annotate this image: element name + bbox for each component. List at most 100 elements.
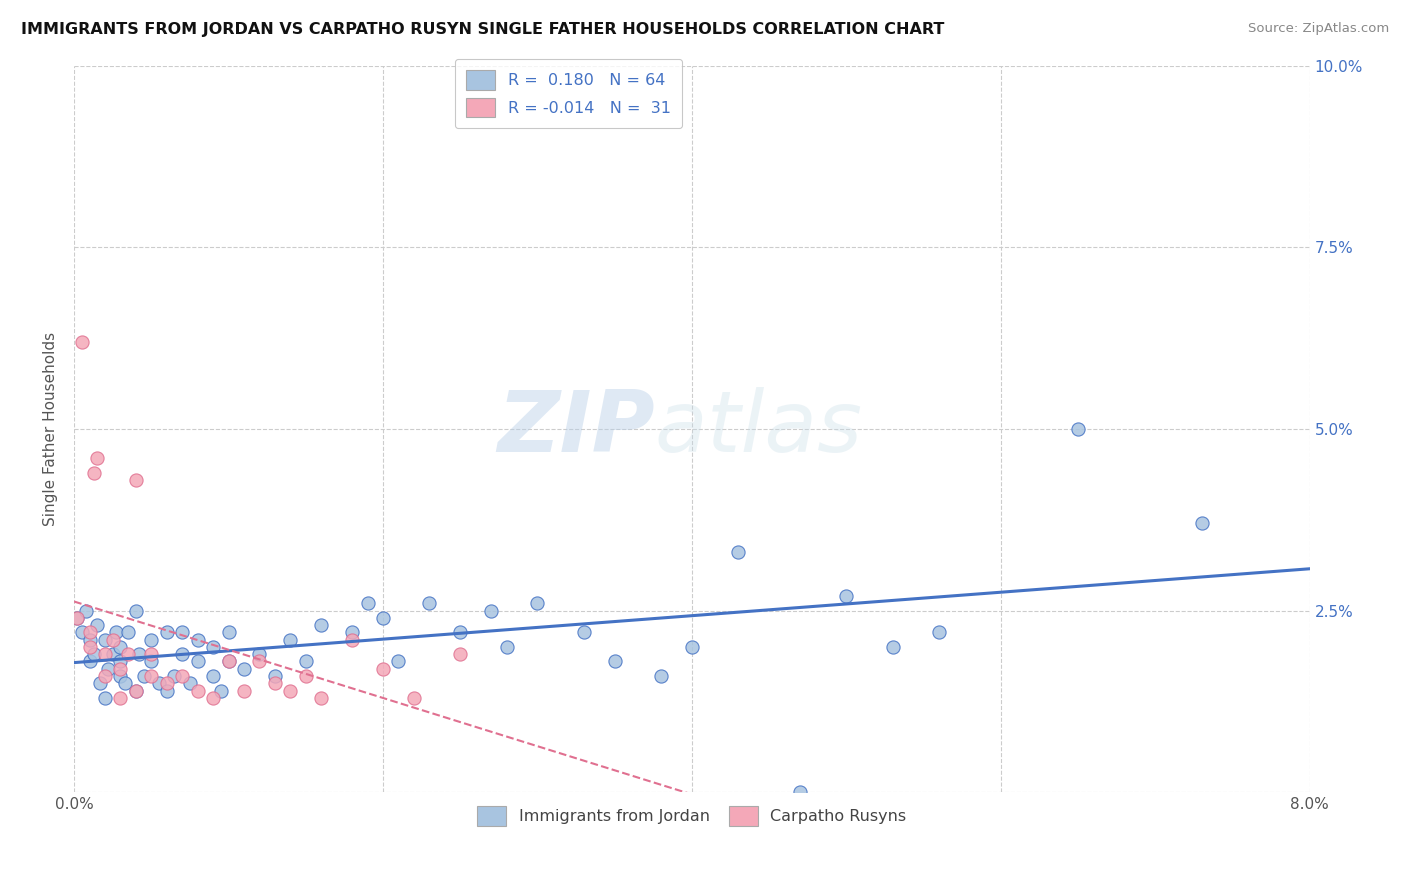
Point: [356, 596, 378, 610]
Point: [172, 669, 194, 683]
Point: [218, 625, 240, 640]
Point: [603, 655, 626, 669]
Point: [340, 625, 363, 640]
Point: [449, 625, 471, 640]
Point: [495, 640, 517, 654]
Point: [278, 632, 301, 647]
Text: atlas: atlas: [655, 387, 863, 470]
Point: [141, 632, 163, 647]
Point: [110, 669, 132, 683]
Point: [882, 640, 904, 654]
Point: [187, 632, 209, 647]
Point: [104, 625, 127, 640]
Point: [83, 647, 105, 661]
Point: [309, 618, 332, 632]
Point: [371, 611, 394, 625]
Point: [117, 647, 139, 661]
Point: [526, 596, 548, 610]
Point: [125, 473, 148, 487]
Point: [79, 640, 101, 654]
Point: [75, 604, 97, 618]
Point: [156, 676, 179, 690]
Point: [132, 669, 155, 683]
Point: [187, 683, 209, 698]
Point: [117, 625, 139, 640]
Point: [94, 632, 117, 647]
Point: [572, 625, 595, 640]
Point: [172, 625, 194, 640]
Point: [156, 625, 179, 640]
Point: [86, 618, 108, 632]
Point: [249, 655, 271, 669]
Point: [101, 632, 124, 647]
Point: [233, 662, 256, 676]
Point: [371, 662, 394, 676]
Point: [387, 655, 409, 669]
Point: [110, 655, 132, 669]
Point: [128, 647, 150, 661]
Point: [202, 669, 225, 683]
Point: [79, 625, 101, 640]
Point: [278, 683, 301, 698]
Point: [94, 647, 117, 661]
Point: [125, 683, 148, 698]
Point: [97, 662, 120, 676]
Point: [114, 676, 136, 690]
Point: [66, 611, 89, 625]
Point: [86, 450, 108, 465]
Point: [449, 647, 471, 661]
Point: [141, 655, 163, 669]
Point: [70, 334, 93, 349]
Point: [681, 640, 703, 654]
Point: [727, 545, 749, 559]
Text: ZIP: ZIP: [498, 387, 655, 470]
Point: [1067, 422, 1090, 436]
Legend: Immigrants from Jordan, Carpatho Rusyns: Immigrants from Jordan, Carpatho Rusyns: [468, 797, 917, 835]
Point: [101, 647, 124, 661]
Point: [163, 669, 186, 683]
Point: [156, 683, 179, 698]
Point: [402, 690, 425, 705]
Point: [1191, 516, 1213, 531]
Point: [209, 683, 232, 698]
Point: [263, 669, 285, 683]
Point: [650, 669, 672, 683]
Point: [309, 690, 332, 705]
Point: [418, 596, 440, 610]
Point: [79, 655, 101, 669]
Point: [218, 655, 240, 669]
Point: [294, 655, 316, 669]
Text: IMMIGRANTS FROM JORDAN VS CARPATHO RUSYN SINGLE FATHER HOUSEHOLDS CORRELATION CH: IMMIGRANTS FROM JORDAN VS CARPATHO RUSYN…: [21, 22, 945, 37]
Point: [249, 647, 271, 661]
Point: [263, 676, 285, 690]
Point: [125, 604, 148, 618]
Text: Source: ZipAtlas.com: Source: ZipAtlas.com: [1249, 22, 1389, 36]
Point: [141, 669, 163, 683]
Point: [479, 604, 502, 618]
Point: [202, 690, 225, 705]
Point: [148, 676, 170, 690]
Point: [218, 655, 240, 669]
Point: [928, 625, 950, 640]
Point: [110, 640, 132, 654]
Point: [233, 683, 256, 698]
Point: [89, 676, 111, 690]
Point: [141, 647, 163, 661]
Point: [94, 690, 117, 705]
Point: [172, 647, 194, 661]
Point: [294, 669, 316, 683]
Point: [79, 632, 101, 647]
Point: [187, 655, 209, 669]
Point: [70, 625, 93, 640]
Point: [125, 683, 148, 698]
Point: [110, 662, 132, 676]
Y-axis label: Single Father Households: Single Father Households: [44, 332, 58, 526]
Point: [202, 640, 225, 654]
Point: [94, 669, 117, 683]
Point: [789, 785, 811, 799]
Point: [110, 690, 132, 705]
Point: [179, 676, 201, 690]
Point: [66, 611, 89, 625]
Point: [83, 466, 105, 480]
Point: [835, 589, 858, 603]
